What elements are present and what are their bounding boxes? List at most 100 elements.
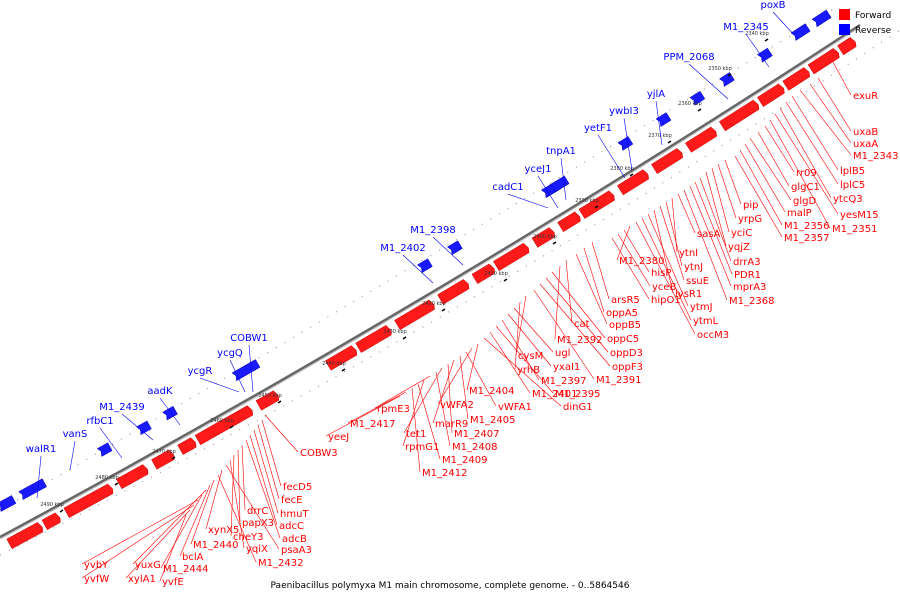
gene-label-vwfa1: vWFA1 — [498, 402, 532, 413]
leader-line — [199, 377, 240, 393]
leader-line — [647, 213, 689, 307]
gene-label-uxab: uxaB — [853, 127, 878, 138]
forward-gene-block — [394, 299, 435, 331]
gene-label-yvfe: yvfE — [162, 577, 184, 588]
leader-line — [225, 464, 280, 550]
leader-line — [81, 499, 199, 565]
gene-label-m1-2405: M1_2405 — [470, 415, 515, 426]
leader-line — [411, 387, 421, 473]
gene-label-yetf1: yetF1 — [584, 123, 612, 134]
gene-label-m1-2356: M1_2356 — [784, 221, 829, 232]
tick-label: 2470 kbp — [152, 449, 176, 455]
forward-gene-block — [194, 405, 253, 446]
leader-line — [241, 444, 246, 511]
tick-mark — [171, 456, 176, 460]
leader-line — [791, 95, 839, 171]
gene-label-yqjz: yqjZ — [728, 242, 750, 253]
leader-line — [466, 343, 479, 391]
gene-label-m1-2440: M1_2440 — [193, 540, 238, 551]
leader-line — [245, 439, 281, 539]
forward-gene-block — [557, 211, 581, 233]
leader-line — [764, 125, 795, 173]
legend-forward-swatch — [839, 9, 850, 20]
reverse-gene-block — [162, 405, 178, 421]
gene-label-yesm15: yesM15 — [840, 210, 879, 221]
gene-label-glgd: glgD — [793, 196, 816, 207]
leader-line — [711, 167, 730, 233]
leader-line — [734, 155, 783, 238]
leader-line — [159, 514, 187, 582]
gene-label-cobw3: COBW3 — [300, 448, 338, 459]
gene-label-m1-2432: M1_2432 — [258, 558, 303, 569]
leader-line — [623, 117, 633, 171]
leader-line — [785, 101, 839, 185]
gene-label-m1-2404: M1_2404 — [469, 386, 514, 397]
tick-label: 2460 kbp — [210, 418, 234, 424]
leader-line — [465, 351, 497, 407]
leader-line — [402, 379, 425, 447]
gene-label-m1-2343: M1_2343 — [853, 151, 898, 162]
leader-line — [769, 119, 831, 229]
leader-line — [575, 253, 608, 325]
reverse-gene-block — [617, 136, 634, 151]
gene-label-m1-2351: M1_2351 — [832, 224, 877, 235]
tick-mark — [114, 482, 119, 486]
reverse-gene-block — [0, 495, 17, 512]
gene-label-xynx5: xynX5 — [208, 525, 239, 536]
leader-line — [179, 484, 211, 557]
leader-line — [159, 397, 181, 426]
gene-label-adcb: adcB — [282, 534, 307, 545]
leader-line — [688, 63, 729, 100]
leader-line — [190, 479, 215, 545]
forward-gene-block — [41, 512, 61, 530]
leader-line — [537, 175, 559, 209]
legend: Forward Reverse — [839, 9, 892, 36]
reverse-gene-block — [446, 240, 463, 256]
gene-label-yqix: yqiX — [246, 544, 268, 555]
leader-line — [495, 325, 554, 394]
leader-line — [635, 221, 696, 335]
tick-label: 2370 kbp — [648, 133, 672, 139]
tick-label: 2440 kbp — [322, 361, 346, 367]
leader-line — [230, 454, 235, 537]
leader-line — [435, 371, 451, 447]
gene-label-lplc5: lplC5 — [840, 180, 865, 191]
forward-gene-block — [651, 148, 683, 175]
gene-label-oppa5: oppA5 — [606, 308, 638, 319]
leader-line — [483, 337, 562, 407]
leader-line — [611, 237, 650, 300]
gene-label-m1-2444: M1_2444 — [163, 564, 208, 575]
leader-line — [659, 205, 685, 281]
reverse-gene-block — [549, 175, 570, 193]
leader-line — [591, 241, 610, 300]
gene-label-rfbc1: rfbC1 — [86, 416, 113, 427]
leader-line — [597, 134, 626, 179]
gene-label-yceb: yceB — [652, 282, 677, 293]
gene-label-lysr1: lysR1 — [675, 289, 702, 300]
gene-label-m1-2345: M1_2345 — [723, 22, 768, 33]
tick-label: 2390 kbp — [575, 198, 599, 204]
leader-line — [257, 424, 280, 500]
gene-label-sasa: sasA — [697, 229, 721, 240]
forward-gene-block — [531, 227, 556, 248]
gene-label-poxb: poxB — [761, 0, 786, 11]
forward-gene-block — [617, 169, 649, 196]
gene-label-cadc1: cadC1 — [492, 182, 523, 193]
gene-label-psaa3: psaA3 — [281, 545, 312, 556]
scale-ticks: 2340 kbp 2350 kbp 2360 kbp 2370 kbp 2380 kbp… — [40, 31, 769, 513]
reverse-gene-block — [790, 23, 811, 41]
leader-line — [689, 185, 732, 287]
leader-line — [432, 236, 464, 266]
gene-label-chey3: cheY3 — [233, 532, 263, 543]
gene-label-pdr1: PDR1 — [734, 270, 761, 281]
leader-line — [545, 277, 609, 353]
chromosome-backbone — [0, 23, 861, 539]
gene-label-fece: fecE — [281, 495, 303, 506]
gene-label-m1-2357: M1_2357 — [784, 233, 829, 244]
reverse-gene-block — [136, 420, 152, 436]
gene-label-malp: malP — [787, 208, 812, 219]
leader-line — [325, 395, 401, 437]
gene-label-cysm: cysM — [518, 351, 543, 362]
tick-mark — [764, 38, 769, 42]
